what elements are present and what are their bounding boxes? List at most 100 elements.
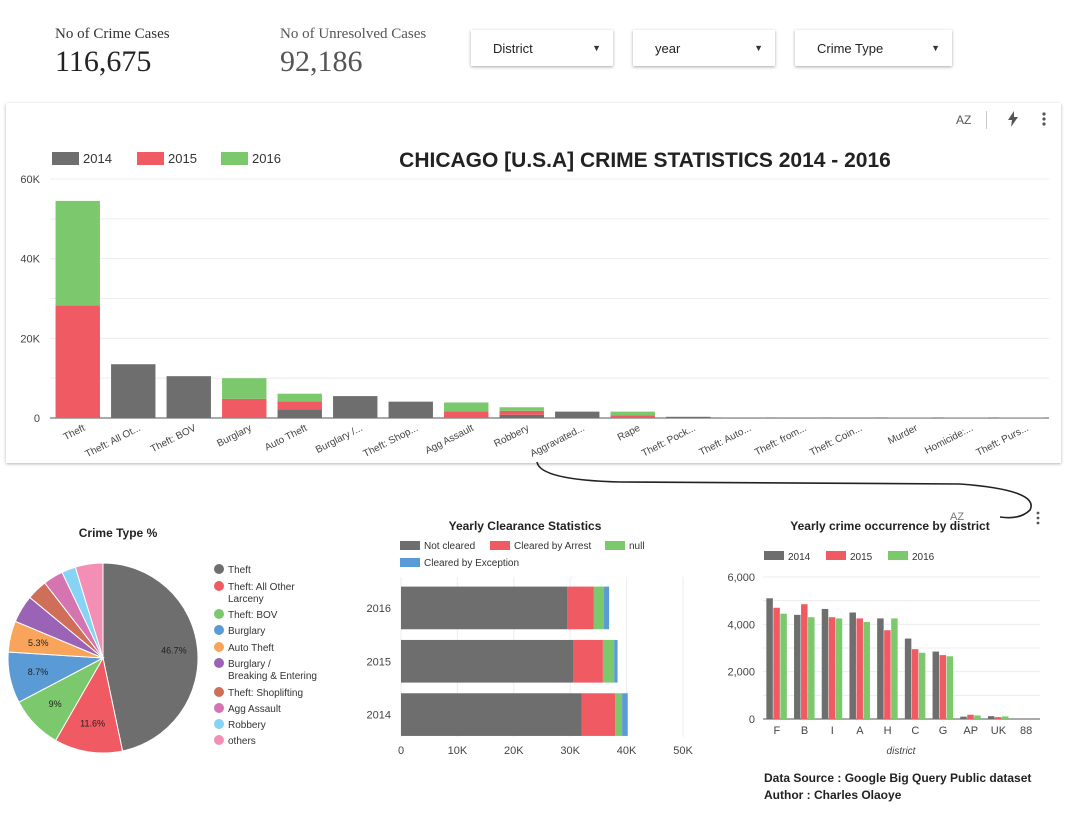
bar: [794, 614, 801, 719]
x-tick-label: I: [831, 725, 834, 737]
bar-segment: [610, 415, 655, 418]
district-title: Yearly crime occurrence by district: [790, 519, 989, 533]
bar-segment: [499, 414, 544, 418]
bar-segment: [573, 639, 603, 683]
legend-swatch: [221, 152, 248, 165]
x-tick-label: 10K: [448, 745, 468, 757]
toolbar-divider: [986, 111, 987, 129]
bar-segment: [593, 586, 605, 630]
x-tick-label: 88: [1020, 725, 1032, 737]
bar-segment: [555, 411, 600, 418]
pie-legend-label: Burglary: [228, 626, 265, 637]
bar: [932, 651, 940, 719]
x-tick-label: Burglary: [215, 423, 253, 450]
pie-data-label: 5.3%: [28, 638, 49, 648]
pie-data-label: 9%: [49, 699, 62, 709]
district-legend-label: 2016: [912, 552, 935, 563]
bar: [974, 715, 981, 719]
bar-segment: [610, 411, 655, 416]
more-vertical-icon[interactable]: [1042, 111, 1046, 130]
bar-segment: [401, 639, 574, 683]
bar-segment: [222, 398, 267, 418]
bar-segment: [401, 693, 582, 736]
bar-segment: [277, 393, 322, 402]
x-tick-label: Theft: Auto...: [698, 423, 754, 459]
bar: [1001, 716, 1009, 719]
bar-segment: [604, 586, 610, 630]
more-vertical-icon[interactable]: [1036, 511, 1040, 530]
sort-az-icon[interactable]: AZ: [950, 511, 965, 523]
bar-segment: [277, 401, 322, 410]
x-tick-label: 0: [398, 745, 404, 757]
district-filter-dropdown[interactable]: District ▼: [471, 30, 613, 66]
x-tick-label: 20K: [504, 745, 524, 757]
x-tick-label: Agg Assault: [424, 423, 476, 457]
bar-segment: [333, 396, 378, 418]
clearance-chart: Yearly Clearance Statistics Not cleared Cl…: [367, 519, 694, 757]
y-tick-label: 40K: [20, 254, 40, 266]
x-tick-label: Theft: Purs...: [975, 423, 1031, 459]
bar-segment: [111, 364, 156, 418]
sort-az-icon[interactable]: AZ: [956, 113, 972, 127]
pie-legend-label: Theft: BOV: [228, 610, 278, 621]
pie-legend-label: others: [228, 736, 256, 747]
bar-segment: [166, 376, 211, 418]
clearance-legend-label: Cleared by Arrest: [514, 541, 591, 552]
x-tick-label: A: [856, 725, 864, 737]
clearance-legend-label: Cleared by Exception: [424, 558, 519, 569]
clearance-title: Yearly Clearance Statistics: [449, 519, 602, 533]
bar: [918, 652, 926, 719]
pie-legend-label: Agg Assault: [228, 704, 281, 715]
bar: [994, 717, 1002, 719]
pie-legend-swatch: [214, 581, 224, 591]
x-tick-label: Theft: Pock...: [640, 423, 697, 460]
lightning-icon[interactable]: [1007, 111, 1019, 130]
y-tick-label: 0: [34, 413, 40, 425]
year-filter-dropdown[interactable]: year ▼: [633, 30, 775, 66]
bar-segment: [444, 402, 489, 412]
pie-legend-swatch: [214, 625, 224, 635]
bar: [891, 618, 898, 719]
bar: [946, 656, 954, 719]
bar-segment: [567, 586, 594, 630]
bar-segment: [55, 200, 100, 306]
bar-segment: [614, 639, 618, 683]
bar: [808, 617, 815, 719]
x-tick-label: AP: [963, 725, 978, 737]
crime-type-filter-dropdown[interactable]: Crime Type ▼: [795, 30, 952, 66]
bar: [863, 621, 870, 719]
x-tick-label: Theft: BOV: [149, 423, 198, 455]
bar-segment: [277, 409, 322, 418]
bar: [967, 714, 974, 719]
y-tick-label: 6,000: [727, 572, 755, 584]
clearance-legend-label: Not cleared: [424, 541, 475, 552]
bar: [939, 655, 947, 719]
district-legend-label: 2015: [850, 552, 873, 563]
x-tick-label: Auto Theft: [263, 423, 309, 454]
author-text: Author : Charles Olaoye: [764, 788, 902, 802]
x-tick-label: Homicide:...: [923, 423, 975, 457]
pie-legend-label: Robbery: [228, 720, 266, 731]
clearance-legend-swatch: [400, 558, 420, 567]
x-tick-label: Burglary /...: [314, 423, 365, 456]
x-tick-label: Theft: Shop...: [362, 423, 420, 460]
bar-segment: [499, 410, 544, 415]
bar: [780, 613, 787, 719]
legend-label: 2014: [83, 151, 112, 166]
x-tick-label: Theft: All Ot...: [84, 423, 143, 460]
x-tick-label: Murder: [886, 423, 920, 447]
y-tick-label: 0: [749, 714, 755, 726]
x-tick-label: Theft: from...: [753, 423, 809, 459]
x-tick-label: Rape: [616, 423, 643, 444]
legend-label: 2015: [168, 151, 197, 166]
bar: [960, 716, 967, 719]
kpi-crime-cases-value: 116,675: [55, 45, 152, 78]
x-tick-label: Theft: [62, 423, 87, 443]
pie-slice: [102, 562, 199, 752]
bar-segment: [499, 407, 544, 411]
legend-label: 2016: [252, 151, 281, 166]
bar-segment: [444, 411, 489, 418]
clearance-legend-swatch: [400, 541, 420, 550]
caret-down-icon: ▼: [754, 43, 763, 53]
